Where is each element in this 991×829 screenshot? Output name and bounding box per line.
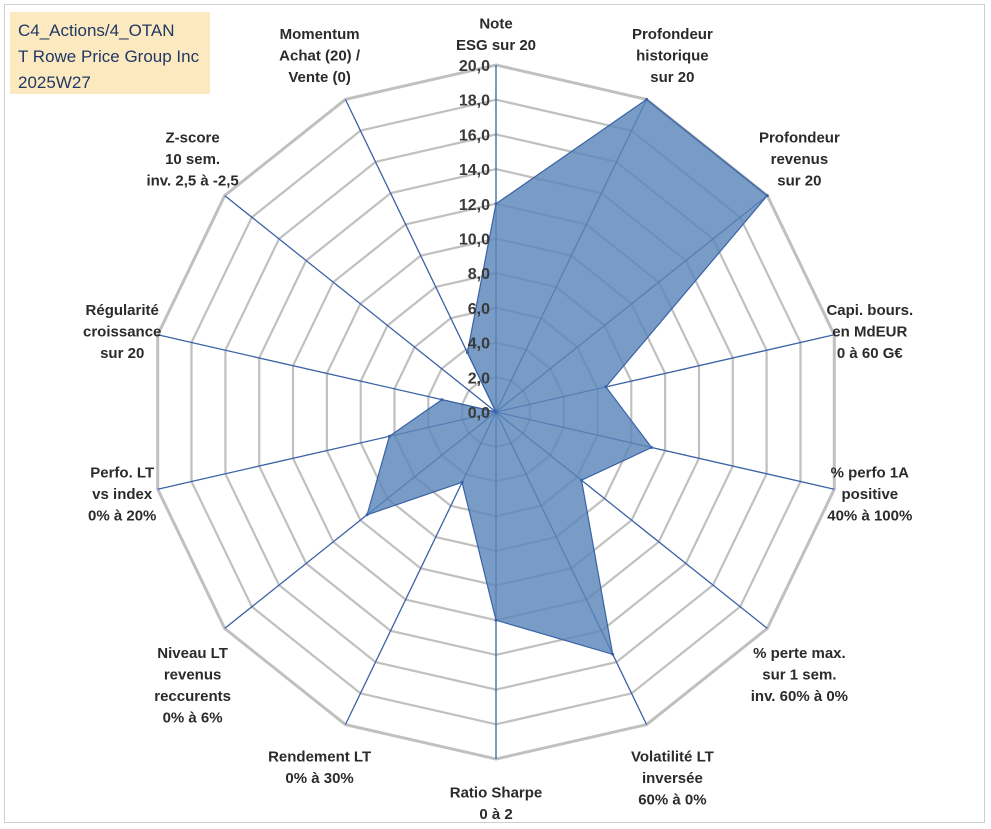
series-point <box>765 194 769 198</box>
axis-label-line: Capi. bours. <box>826 302 913 319</box>
series-point <box>494 202 498 206</box>
axis-label-line: sur 20 <box>650 69 694 86</box>
axis-spoke <box>224 195 497 413</box>
axis-label-line: Profondeur <box>759 129 840 146</box>
axis-label-line: sur 1 sem. <box>762 667 836 684</box>
axis-label-line: sur 20 <box>100 345 144 362</box>
axis-label-line: revenus <box>164 667 222 684</box>
axis-label-line: inv. 2,5 à -2,5 <box>146 172 238 189</box>
tick-label: 8,0 <box>468 266 490 283</box>
axis-label: Profondeur revenus sur 20 <box>759 129 840 189</box>
axis-label-line: Momentum <box>280 26 360 43</box>
axis-label-line: 0 à 2 <box>479 806 512 823</box>
axis-label: Profondeur historique sur 20 <box>632 26 713 86</box>
title-line-2: T Rowe Price Group Inc <box>18 47 200 66</box>
axis-label: Niveau LT revenus reccurents 0% à 6% <box>154 645 231 727</box>
tick-label: 0,0 <box>468 405 490 422</box>
tick-label: 20,0 <box>459 58 490 75</box>
axis-label-line: Note <box>479 16 512 33</box>
axis-label-line: ESG sur 20 <box>456 37 536 54</box>
axis-label-line: Volatilité LT <box>631 748 714 765</box>
series-point <box>494 410 498 414</box>
axis-label: Ratio Sharpe 0 à 2 <box>450 785 543 824</box>
series-point <box>465 351 469 355</box>
axis-label-line: % perte max. <box>753 645 846 662</box>
axis-label-line: 40% à 100% <box>827 508 912 525</box>
axis-label: % perte max. sur 1 sem. inv. 60% à 0% <box>751 645 848 705</box>
axis-label-line: vs index <box>92 486 153 503</box>
axis-label: Perfo. LT vs index 0% à 20% <box>88 465 156 525</box>
tick-label: 2,0 <box>468 370 490 387</box>
axis-label-line: Vente (0) <box>288 69 351 86</box>
axis-label-line: 0% à 30% <box>285 770 353 787</box>
axis-label: Note ESG sur 20 <box>456 16 536 55</box>
axis-label-line: Niveau LT <box>157 645 228 662</box>
series-point <box>460 480 464 484</box>
axis-label-line: inversée <box>642 770 703 787</box>
axis-label-line: Achat (20) / <box>279 48 361 65</box>
tick-label: 6,0 <box>468 301 490 318</box>
axis-label: % perfo 1A positive 40% à 100% <box>827 465 912 525</box>
axis-label-line: Z-score <box>166 129 220 146</box>
axis-label: Z-score 10 sem. inv. 2,5 à -2,5 <box>146 129 238 189</box>
tick-label: 18,0 <box>459 93 490 110</box>
axis-label-line: inv. 60% à 0% <box>751 688 848 705</box>
series-point <box>580 478 583 482</box>
axis-label-line: Ratio Sharpe <box>450 785 543 802</box>
series-point <box>645 97 649 101</box>
series-point <box>611 652 615 656</box>
axis-label-line: en MdEUR <box>832 324 907 341</box>
axis-label-line: historique <box>636 48 709 65</box>
axis-label-line: sur 20 <box>777 172 821 189</box>
axis-label: Volatilité LT inversée 60% à 0% <box>631 748 714 808</box>
series-point <box>387 434 391 438</box>
axis-label-line: 60% à 0% <box>638 791 706 808</box>
axis-label-line: positive <box>841 486 898 503</box>
series-area <box>366 98 769 656</box>
tick-label: 14,0 <box>459 162 490 179</box>
tick-label: 4,0 <box>468 336 490 353</box>
axis-spoke <box>157 334 497 413</box>
axis-label-line: 0 à 60 G€ <box>837 345 904 362</box>
axis-label-line: Profondeur <box>632 26 713 43</box>
axis-label-line: 0% à 20% <box>88 508 156 525</box>
axis-label-line: % perfo 1A <box>831 465 910 482</box>
axis-label: Régularité croissance sur 20 <box>83 302 161 362</box>
tick-label: 12,0 <box>459 197 490 214</box>
chart-title-box: C4_Actions/4_OTAN T Rowe Price Group Inc… <box>10 12 210 94</box>
tick-label: 10,0 <box>459 232 490 249</box>
axis-label: Capi. bours. en MdEUR 0 à 60 G€ <box>826 302 913 362</box>
series-point <box>650 446 654 449</box>
axis-label-line: Perfo. LT <box>90 465 154 482</box>
axis-label-line: Régularité <box>86 302 159 319</box>
tick-label-layer: 0,0 2,0 4,0 6,0 8,0 10,0 12,0 14,0 16,0 18,0 20,0 <box>459 58 490 422</box>
axis-label: Momentum Achat (20) / Vente (0) <box>279 26 361 86</box>
series-point <box>365 513 369 517</box>
axis-label-line: reccurents <box>154 688 231 705</box>
series-point <box>604 385 608 389</box>
series-point <box>440 398 444 402</box>
axis-label: Rendement LT 0% à 30% <box>268 748 371 787</box>
series-point <box>494 618 498 622</box>
tick-label: 16,0 <box>459 127 490 144</box>
title-line-3: 2025W27 <box>18 73 91 92</box>
axis-label-layer: Note ESG sur 20 Profondeur historique sur 20… <box>83 16 913 824</box>
axis-label-line: 10 sem. <box>165 151 220 168</box>
axis-label-line: revenus <box>771 151 829 168</box>
axis-label-line: 0% à 6% <box>163 710 223 727</box>
axis-label-line: croissance <box>83 324 161 341</box>
axis-label-line: Rendement LT <box>268 748 371 765</box>
series-layer <box>365 97 769 656</box>
title-line-1: C4_Actions/4_OTAN <box>18 21 175 40</box>
